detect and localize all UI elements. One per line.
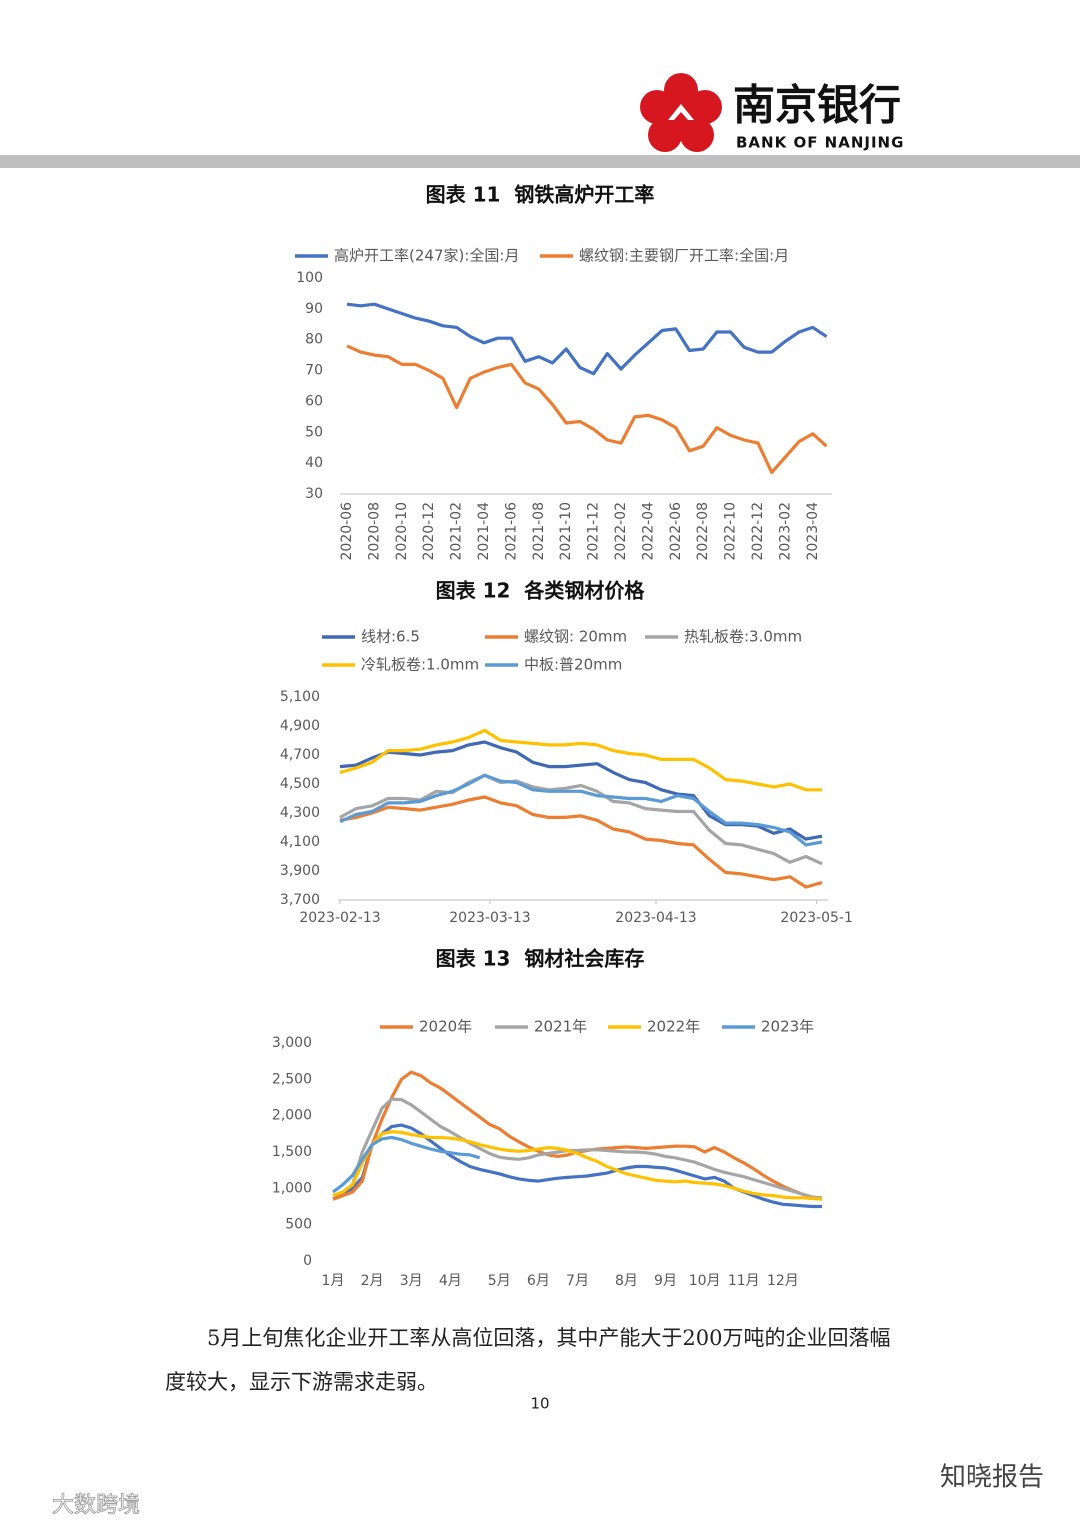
x-tick-label: 2021-08 [531, 502, 547, 561]
x-tick-label: 12月 [767, 1273, 799, 1289]
x-tick-label: 10月 [689, 1273, 721, 1289]
x-tick-label: 7月 [566, 1273, 589, 1289]
x-tick-label: 2021-06 [503, 502, 519, 561]
y-tick-label: 1,000 [272, 1180, 312, 1196]
x-tick-label: 2022-10 [723, 502, 739, 561]
series-line [339, 773, 823, 866]
series-line [332, 1130, 823, 1201]
logo-en: BANK OF NANJING [736, 134, 904, 152]
x-tick-label: 5月 [488, 1273, 511, 1289]
y-tick-label: 2,000 [272, 1108, 312, 1124]
legend-label: 螺纹钢: 20mm [524, 628, 627, 646]
x-tick-label: 2020-10 [394, 502, 410, 561]
chart-title: 图表 11 钢铁高炉开工率 [426, 183, 655, 207]
y-tick-label: 0 [303, 1253, 312, 1269]
x-tick-label: 2023-02 [777, 502, 793, 561]
series-line [332, 1135, 481, 1194]
legend-label: 高炉开工率(247家):全国:月 [334, 247, 519, 265]
x-tick-label: 1月 [322, 1273, 345, 1289]
x-tick-label: 2月 [361, 1273, 384, 1289]
x-tick-label: 2021-02 [449, 502, 465, 561]
y-tick-label: 100 [296, 270, 323, 286]
x-tick-label: 2023-05-1 [780, 910, 852, 926]
y-tick-label: 80 [305, 332, 323, 348]
x-tick-label: 3月 [400, 1273, 423, 1289]
x-tick-label: 2023-04-13 [615, 910, 696, 926]
legend-label: 2023年 [761, 1018, 814, 1036]
x-tick-label: 8月 [615, 1273, 638, 1289]
x-tick-label: 9月 [654, 1273, 677, 1289]
legend-label: 冷轧板卷:1.0mm [361, 656, 479, 674]
logo [640, 73, 722, 152]
x-tick-label: 2020-06 [339, 502, 355, 561]
x-tick-label: 2022-12 [750, 502, 766, 561]
chart-title: 图表 13 钢材社会库存 [436, 947, 645, 971]
y-tick-label: 40 [305, 455, 323, 471]
series-line [346, 344, 828, 474]
x-tick-label: 2021-12 [586, 502, 602, 561]
series-line [339, 728, 822, 792]
x-tick-label: 2023-04 [805, 502, 821, 561]
x-tick-label: 2022-04 [640, 502, 656, 561]
page-number: 10 [530, 1395, 549, 1413]
x-tick-label: 6月 [527, 1273, 550, 1289]
legend-label: 螺纹钢:主要钢厂开工率:全国:月 [579, 247, 789, 265]
series-line [332, 1097, 823, 1200]
y-tick-label: 4,100 [280, 834, 320, 850]
y-tick-label: 3,900 [280, 863, 320, 879]
y-tick-label: 4,300 [280, 805, 320, 821]
x-tick-label: 2020-12 [421, 502, 437, 561]
y-tick-label: 5,100 [280, 689, 320, 705]
y-tick-label: 500 [285, 1217, 312, 1233]
x-tick-label: 2021-04 [476, 502, 492, 561]
y-tick-label: 4,900 [280, 718, 320, 734]
x-tick-label: 4月 [439, 1273, 462, 1289]
y-tick-label: 1,500 [272, 1144, 312, 1160]
x-tick-label: 2023-02-13 [299, 910, 380, 926]
header-bar [0, 155, 1080, 168]
legend-label: 2022年 [647, 1018, 700, 1036]
x-tick-label: 2022-08 [695, 502, 711, 561]
paragraph: 5月上旬焦化企业开工率从高位回落，其中产能大于200万吨的企业回落幅度较大，显示… [165, 1326, 891, 1394]
series-line [339, 795, 823, 889]
legend-label: 中板:普20mm [524, 656, 622, 674]
y-tick-label: 60 [305, 393, 323, 409]
chart-title: 图表 12 各类钢材价格 [436, 579, 646, 603]
watermark: 知晓报告 [940, 1463, 1044, 1493]
y-tick-label: 4,500 [280, 776, 320, 792]
x-tick-label: 2021-10 [558, 502, 574, 561]
legend-label: 热轧板卷:3.0mm [684, 628, 802, 646]
y-tick-label: 50 [305, 424, 323, 440]
series-line [346, 302, 828, 376]
y-tick-label: 90 [305, 301, 323, 317]
x-tick-label: 11月 [728, 1273, 760, 1289]
y-tick-label: 70 [305, 363, 323, 379]
x-tick-label: 2022-02 [613, 502, 629, 561]
x-tick-label: 2023-03-13 [449, 910, 530, 926]
y-tick-label: 2,500 [272, 1071, 312, 1087]
series-line [339, 773, 823, 847]
legend-label: 线材:6.5 [361, 628, 420, 646]
x-tick-label: 2022-06 [668, 502, 684, 561]
series-line [332, 1070, 823, 1201]
y-tick-label: 30 [305, 486, 323, 502]
watermark: 大数跨境 [52, 1493, 140, 1518]
legend-label: 2021年 [534, 1018, 587, 1036]
logo-cn: 南京银行 [733, 81, 901, 130]
y-tick-label: 3,000 [272, 1035, 312, 1051]
x-tick-label: 2020-08 [366, 502, 382, 561]
y-tick-label: 4,700 [280, 747, 320, 763]
y-tick-label: 3,700 [280, 892, 320, 908]
legend-label: 2020年 [419, 1018, 472, 1036]
